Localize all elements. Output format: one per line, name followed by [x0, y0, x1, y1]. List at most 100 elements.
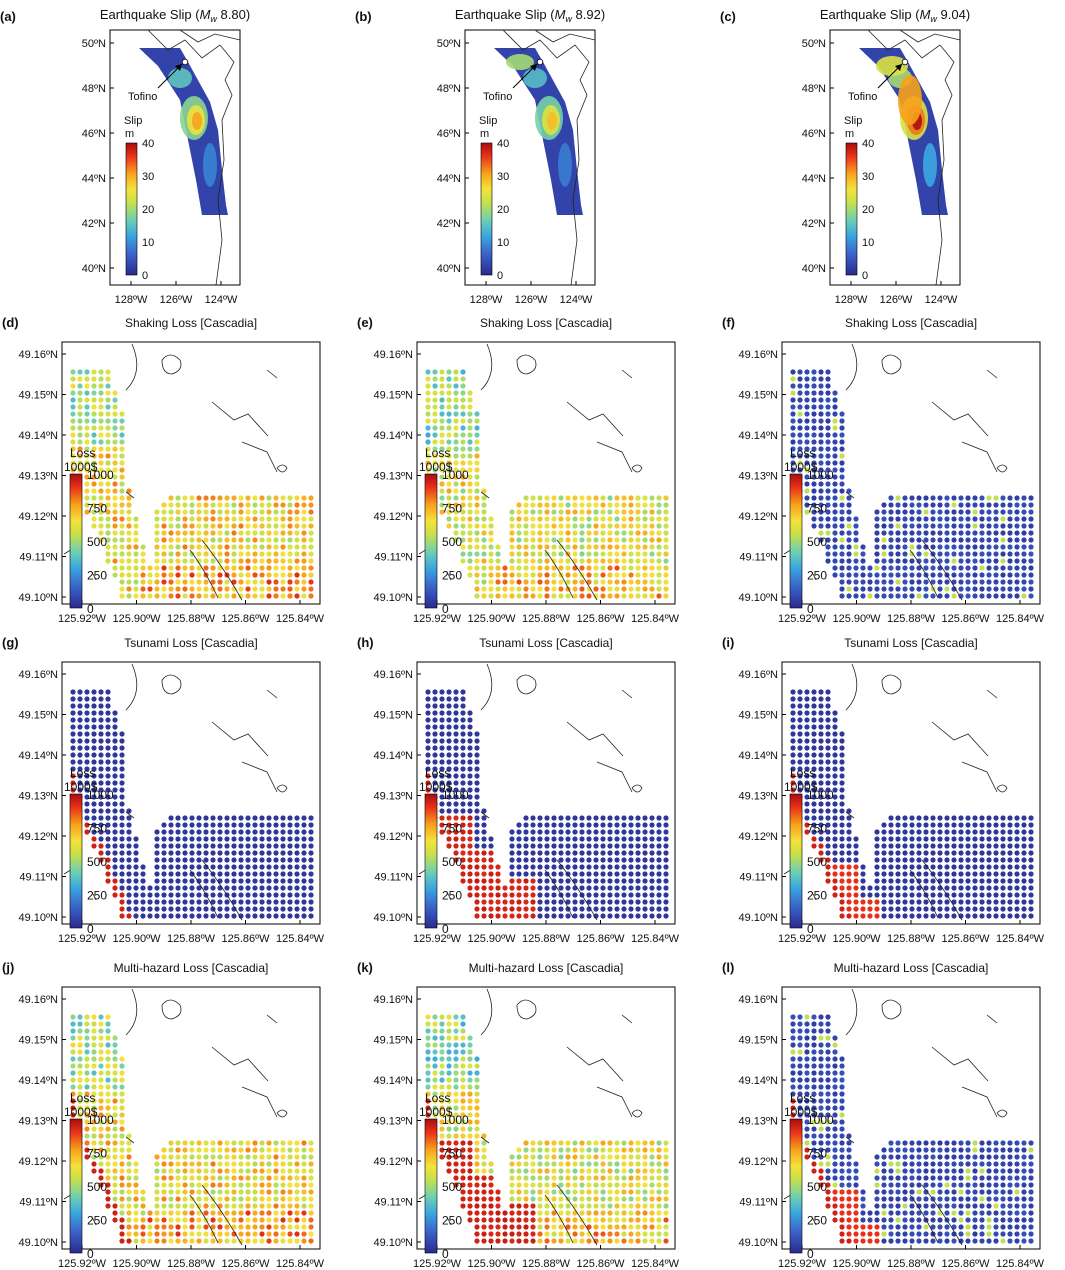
loss-point — [308, 1238, 314, 1244]
loss-point — [579, 1147, 585, 1153]
loss-point — [273, 1140, 279, 1146]
loss-point — [140, 586, 146, 592]
loss-point — [259, 1231, 265, 1237]
loss-point — [439, 696, 445, 702]
lat-tick-label: 49.13ºN — [19, 791, 59, 803]
loss-point — [551, 864, 557, 870]
loss-point — [182, 1210, 188, 1216]
loss-point — [607, 1210, 613, 1216]
loss-point — [839, 439, 845, 445]
loss-point — [91, 453, 97, 459]
loss-point — [804, 759, 810, 765]
loss-point — [790, 724, 796, 730]
loss-point — [509, 572, 515, 578]
loss-point — [231, 1196, 237, 1202]
loss-point — [140, 1217, 146, 1223]
loss-point — [203, 1203, 209, 1209]
loss-point — [874, 885, 880, 891]
loss-point — [909, 864, 915, 870]
loss-point — [224, 864, 230, 870]
loss-point — [537, 572, 543, 578]
loss-point — [600, 551, 606, 557]
loss-point — [301, 502, 307, 508]
loss-point — [432, 766, 438, 772]
loss-point — [972, 495, 978, 501]
colorbar-title: Loss — [70, 1091, 95, 1105]
loss-point — [91, 836, 97, 842]
loss-point — [112, 1140, 118, 1146]
loss-point — [1014, 878, 1020, 884]
loss-point — [663, 822, 669, 828]
loss-point — [245, 495, 251, 501]
loss-point — [439, 369, 445, 375]
loss-point — [621, 899, 627, 905]
lon-tick-label: 125.88ºW — [167, 933, 216, 945]
loss-point — [301, 516, 307, 522]
loss-point — [797, 411, 803, 417]
loss-point — [168, 523, 174, 529]
loss-point — [252, 892, 258, 898]
loss-point — [825, 495, 831, 501]
loss-point — [105, 1154, 111, 1160]
loss-point — [126, 537, 132, 543]
loss-point — [105, 390, 111, 396]
loss-point — [965, 906, 971, 912]
loss-point — [467, 1077, 473, 1083]
loss-point — [825, 703, 831, 709]
loss-point — [488, 1231, 494, 1237]
loss-point — [224, 878, 230, 884]
loss-point — [972, 523, 978, 529]
loss-point — [1007, 544, 1013, 550]
loss-point — [537, 495, 543, 501]
loss-point — [551, 586, 557, 592]
loss-point — [663, 1175, 669, 1181]
loss-point — [273, 1196, 279, 1202]
loss-point — [649, 913, 655, 919]
loss-point — [628, 906, 634, 912]
loss-point — [189, 913, 195, 919]
loss-point — [958, 586, 964, 592]
loss-point — [231, 593, 237, 599]
loss-point — [916, 864, 922, 870]
loss-point — [937, 495, 943, 501]
loss-point — [266, 1175, 272, 1181]
loss-point — [642, 864, 648, 870]
loss-point — [196, 815, 202, 821]
loss-point — [972, 871, 978, 877]
loss-point — [839, 913, 845, 919]
loss-point — [70, 439, 76, 445]
loss-point — [930, 544, 936, 550]
title-value: 9.04) — [937, 7, 970, 22]
loss-point — [986, 850, 992, 856]
loss-point — [259, 495, 265, 501]
loss-point — [126, 516, 132, 522]
loss-point — [790, 467, 796, 473]
loss-point — [287, 1147, 293, 1153]
loss-point — [656, 537, 662, 543]
panel-letter: (i) — [722, 635, 734, 650]
loss-point — [460, 544, 466, 550]
loss-point — [530, 836, 536, 842]
loss-point — [558, 1161, 564, 1167]
loss-point — [832, 474, 838, 480]
loss-point — [196, 878, 202, 884]
loss-point — [98, 801, 104, 807]
loss-point — [217, 878, 223, 884]
loss-point — [600, 1203, 606, 1209]
loss-point — [481, 1217, 487, 1223]
loss-point — [790, 710, 796, 716]
loss-point — [126, 488, 132, 494]
loss-point — [811, 780, 817, 786]
loss-point — [628, 871, 634, 877]
loss-point — [909, 822, 915, 828]
colorbar-tick: 20 — [142, 204, 154, 216]
loss-point — [77, 418, 83, 424]
loss-point — [916, 593, 922, 599]
loss-point — [460, 404, 466, 410]
loss-point — [273, 537, 279, 543]
loss-point — [600, 1161, 606, 1167]
loss-point — [217, 586, 223, 592]
loss-point — [1021, 530, 1027, 536]
loss-point — [280, 850, 286, 856]
loss-point — [881, 878, 887, 884]
